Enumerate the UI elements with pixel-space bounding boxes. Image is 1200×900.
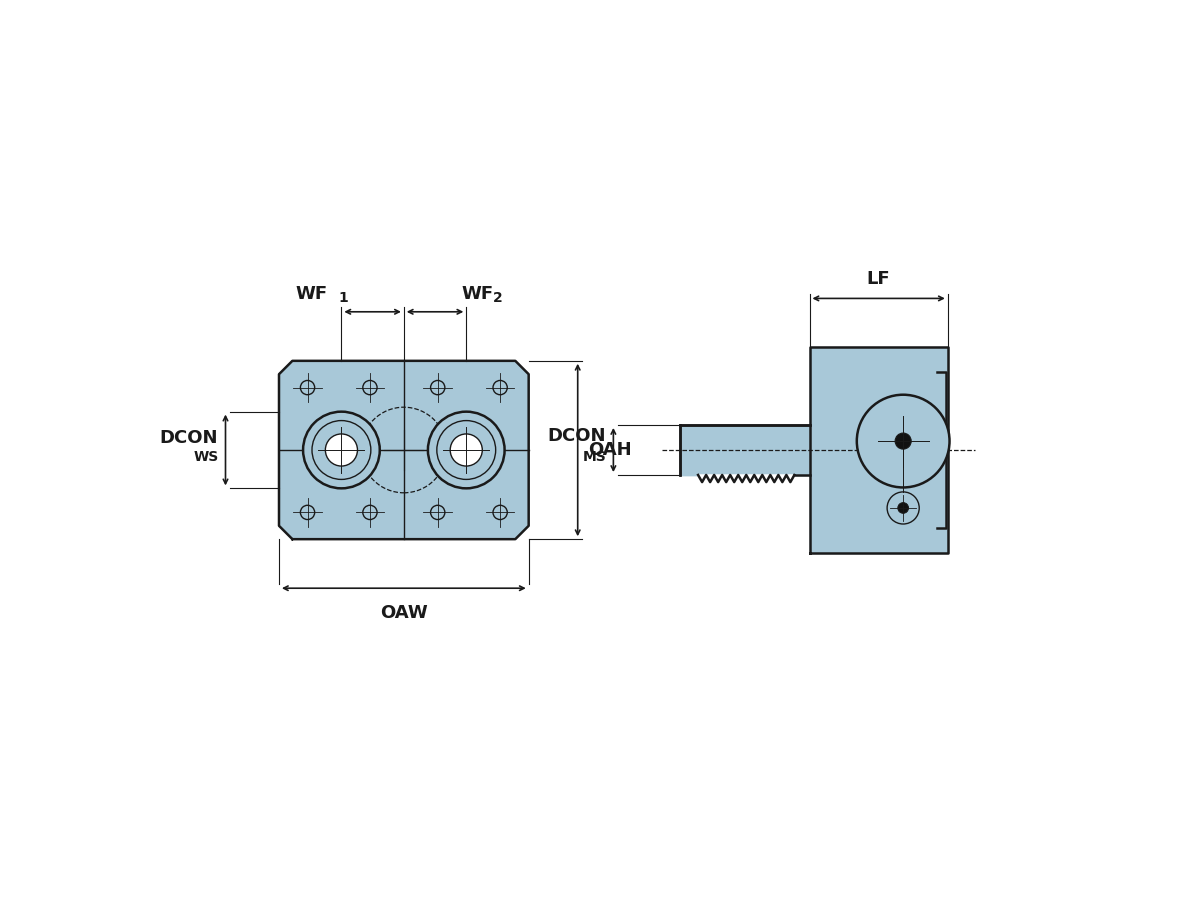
Polygon shape bbox=[278, 361, 529, 539]
Text: LF: LF bbox=[866, 270, 890, 288]
Circle shape bbox=[428, 411, 504, 489]
Circle shape bbox=[431, 381, 445, 395]
Circle shape bbox=[493, 381, 508, 395]
Text: WS: WS bbox=[193, 450, 218, 464]
Text: 1: 1 bbox=[338, 291, 348, 305]
Circle shape bbox=[362, 505, 377, 519]
Circle shape bbox=[300, 505, 314, 519]
Polygon shape bbox=[680, 425, 810, 475]
Polygon shape bbox=[680, 425, 810, 475]
Circle shape bbox=[362, 381, 377, 395]
Text: MS: MS bbox=[582, 450, 606, 464]
Circle shape bbox=[325, 434, 358, 466]
Polygon shape bbox=[810, 347, 948, 553]
Text: WF: WF bbox=[296, 285, 328, 303]
Circle shape bbox=[857, 395, 949, 488]
Text: DCON: DCON bbox=[547, 427, 606, 445]
Circle shape bbox=[300, 381, 314, 395]
Circle shape bbox=[895, 433, 911, 449]
Circle shape bbox=[304, 411, 379, 489]
Text: OAH: OAH bbox=[588, 441, 632, 459]
Polygon shape bbox=[698, 475, 794, 482]
Text: WF: WF bbox=[462, 285, 494, 303]
Polygon shape bbox=[937, 373, 946, 527]
Text: 2: 2 bbox=[493, 291, 503, 305]
Circle shape bbox=[450, 434, 482, 466]
Circle shape bbox=[898, 502, 908, 513]
Text: DCON: DCON bbox=[160, 429, 218, 447]
Text: OAW: OAW bbox=[380, 604, 427, 622]
Circle shape bbox=[493, 505, 508, 519]
Circle shape bbox=[887, 492, 919, 524]
Circle shape bbox=[431, 505, 445, 519]
